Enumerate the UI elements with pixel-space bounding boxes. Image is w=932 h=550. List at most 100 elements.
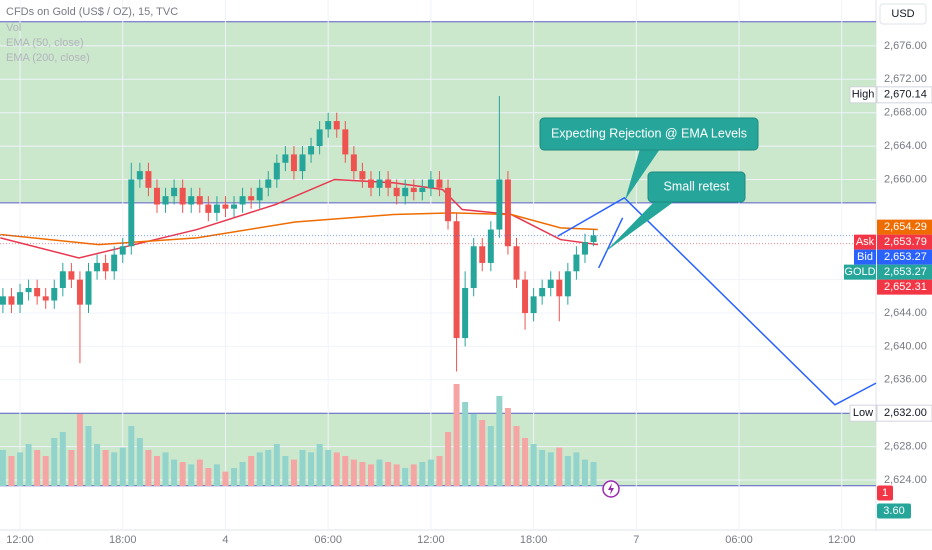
volume-bar: [128, 426, 135, 486]
callout-text: Small retest: [664, 179, 731, 193]
price-label-bg: [877, 264, 932, 280]
indicator-label: EMA (200, close): [6, 52, 90, 64]
candle-body: [487, 229, 494, 263]
volume-bar: [17, 452, 24, 486]
candle-body: [590, 235, 597, 243]
volume-bar: [385, 462, 392, 486]
candle-body: [222, 204, 229, 209]
volume-bar: [522, 438, 529, 486]
volume-bar: [196, 459, 203, 486]
volume-bar: [94, 444, 101, 486]
candle-body: [145, 171, 152, 188]
candle-body: [453, 221, 460, 339]
volume-bar: [51, 438, 58, 486]
currency-button[interactable]: [879, 3, 927, 25]
level-tag: [849, 404, 877, 422]
volume-bar: [76, 414, 83, 486]
candle-body: [213, 204, 220, 213]
volume-bar: [479, 420, 486, 486]
volume-bar: [453, 384, 460, 486]
badge-label: 3.60: [883, 505, 904, 517]
x-tick-label: 06:00: [725, 534, 753, 546]
candle-body: [111, 254, 118, 272]
x-tick-label: 12:00: [828, 534, 856, 546]
level-name: Low: [853, 407, 873, 419]
volume-bar: [213, 464, 220, 486]
callout-pointer: [605, 201, 675, 252]
currency[interactable]: USD: [891, 8, 914, 20]
x-tick-label: 06:00: [314, 534, 342, 546]
volume-bar: [102, 450, 109, 486]
candle-body: [445, 187, 452, 222]
volume-bar: [111, 452, 118, 486]
candle-body: [513, 246, 520, 280]
volume-bar: [145, 450, 152, 486]
candle-body: [76, 279, 83, 305]
alert-bolt: [608, 483, 614, 495]
candle-body: [128, 179, 135, 247]
volume-bar: [308, 452, 315, 486]
candle-body: [547, 279, 554, 288]
candle-body: [248, 196, 255, 201]
volume-bar: [231, 468, 238, 486]
price-tag-bg: [854, 249, 876, 265]
volume-bar: [376, 459, 383, 486]
chart-title: CFDs on Gold (US$ / OZ), 15, TVC: [6, 6, 178, 18]
candle-body: [367, 179, 374, 188]
volume-bar: [556, 447, 563, 486]
price-tag-bg: [854, 234, 876, 250]
candle-body: [102, 262, 109, 272]
candle-body: [342, 129, 349, 155]
candle-body: [564, 271, 571, 297]
indicator-label: EMA (50, close): [6, 37, 84, 49]
candle-body: [522, 279, 529, 314]
volume-bar: [342, 456, 349, 486]
volume-bar: [590, 462, 597, 486]
candle-body: [265, 179, 272, 188]
callout-pointer: [625, 149, 660, 200]
candle-body: [256, 187, 263, 201]
volume-bar: [0, 450, 6, 486]
y-tick-label: 2,640.00: [884, 340, 927, 352]
candle-body: [530, 296, 537, 314]
price-label: 2,653.27: [884, 251, 927, 263]
x-tick-label: 18:00: [109, 534, 137, 546]
volume-bar: [513, 426, 520, 486]
volume-bar: [273, 444, 280, 486]
candle-body: [179, 187, 186, 205]
candle-body: [162, 196, 169, 205]
candle-body: [556, 279, 563, 297]
volume-bar: [445, 432, 452, 486]
candle-body: [290, 154, 297, 172]
price-tag: Bid: [857, 251, 873, 263]
volume-bar: [282, 456, 289, 486]
candle-body: [308, 146, 315, 155]
price-label: 2,654.29: [884, 221, 927, 233]
volume-bar: [171, 459, 178, 486]
y-tick-label: 2,660.00: [884, 173, 927, 185]
volume-bar: [402, 468, 409, 486]
candle-body: [8, 296, 15, 305]
candle-body: [402, 187, 409, 197]
candle-body: [470, 246, 477, 288]
volume-bar: [316, 444, 323, 486]
price-label: 2,653.27: [884, 266, 927, 278]
y-tick-label: 2,628.00: [884, 440, 927, 452]
volume-bar: [419, 462, 426, 486]
callout-box: [539, 117, 759, 151]
volume-bar: [25, 444, 32, 486]
candle-body: [42, 296, 49, 301]
forecast-line: [597, 217, 624, 269]
candle-body: [51, 287, 58, 301]
y-tick-label: 2,668.00: [884, 107, 927, 119]
level-label: 2,632.00: [884, 407, 927, 419]
y-tick-label: 2,636.00: [884, 374, 927, 386]
candle-body: [479, 246, 486, 263]
volume-bar: [162, 452, 169, 486]
volume-bar: [136, 438, 143, 486]
candle-body: [504, 179, 511, 247]
candle-body: [119, 246, 126, 255]
candle-body: [68, 271, 75, 280]
volume-bar: [119, 447, 126, 486]
